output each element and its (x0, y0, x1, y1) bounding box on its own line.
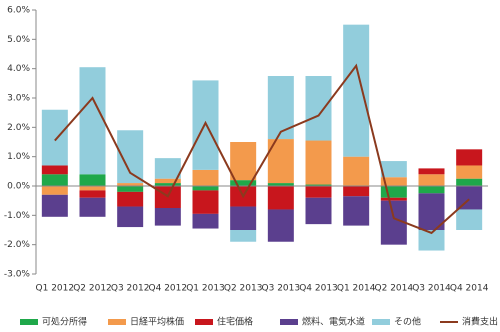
bar-segment (267, 186, 294, 210)
bar-segment (192, 186, 219, 191)
x-tick-label: Q3 2013 (262, 284, 301, 294)
bar-segment (267, 209, 294, 242)
bar-segment (117, 183, 144, 186)
bar-segment (230, 206, 257, 230)
bar-segment (154, 183, 181, 186)
y-tick-label: 5.0% (7, 35, 30, 45)
y-tick-label: -2.0% (4, 240, 31, 250)
bar-segment (305, 197, 332, 225)
legend-swatch (195, 319, 213, 325)
bar-segment (418, 168, 445, 175)
x-tick-label: Q2 2014 (375, 284, 414, 294)
x-tick-label: Q1 2014 (337, 284, 376, 294)
bar-segment (418, 186, 445, 194)
bar-segment (154, 158, 181, 179)
bar-segment (79, 67, 106, 175)
bar-segment (192, 190, 219, 214)
y-tick-label: 4.0% (7, 64, 30, 74)
y-tick-label: 6.0% (7, 6, 30, 16)
y-tick-label: 1.0% (7, 152, 30, 162)
bar-segment (456, 186, 483, 210)
x-tick-label: Q4 2013 (299, 284, 338, 294)
bar-segment (192, 213, 219, 229)
legend-label: 燃料、電気水道 (302, 316, 365, 328)
x-tick-label: Q1 2013 (186, 284, 225, 294)
x-tick-label: Q3 2014 (412, 284, 451, 294)
bar-segment (230, 180, 257, 186)
legend-label: 消費支出 (462, 316, 498, 328)
x-tick-label: Q1 2012 (36, 284, 75, 294)
bar-segment (41, 174, 68, 186)
x-tick-label: Q2 2013 (224, 284, 263, 294)
legend-label: その他 (394, 316, 421, 328)
bar-segment (418, 174, 445, 186)
bar-segment (154, 178, 181, 184)
bar-segment (230, 230, 257, 242)
legend-label: 住宅価格 (217, 316, 253, 328)
bar-segment (418, 230, 445, 251)
bar-segment (380, 177, 407, 186)
bar-segment (456, 149, 483, 166)
bar-segment (117, 191, 144, 207)
bar-segment (456, 178, 483, 186)
bar-segment (192, 80, 219, 170)
bar-segment (79, 197, 106, 217)
line-series (54, 63, 470, 235)
bar-segment (380, 161, 407, 178)
bar-segment (380, 186, 407, 198)
bar-segment (41, 194, 68, 217)
bar-segment (117, 206, 144, 228)
bar-segment (267, 76, 294, 140)
bar-segment (456, 209, 483, 230)
bar-segment (343, 156, 370, 186)
legend-swatch (280, 319, 298, 325)
legend-swatch (372, 319, 390, 325)
x-tick-label: Q3 2012 (111, 284, 150, 294)
bar-segment (305, 186, 332, 198)
y-tick-label: -1.0% (4, 211, 31, 221)
bar-segment (79, 174, 106, 186)
bar-segment (79, 186, 106, 191)
x-tick-label: Q4 2012 (149, 284, 188, 294)
y-tick-label: 2.0% (7, 123, 30, 133)
bar-segment (79, 190, 106, 198)
legend-label: 日経平均株価 (130, 316, 184, 328)
bar-segment (343, 186, 370, 197)
y-tick-label: 0.0% (7, 182, 30, 192)
x-tick-label: Q4 2014 (450, 284, 489, 294)
legend-swatch (108, 319, 126, 325)
bar-segment (41, 109, 68, 166)
bar-segment (117, 186, 144, 192)
bar-segment (230, 142, 257, 181)
bar-segment (305, 184, 332, 186)
bar-segment (456, 165, 483, 179)
bar-segment (192, 169, 219, 186)
legend-swatch (20, 319, 38, 325)
legend-label: 可処分所得 (42, 316, 87, 328)
bar-segment (305, 140, 332, 185)
x-tick-label: Q2 2012 (73, 284, 112, 294)
bar-segment (343, 24, 370, 157)
bar-segment (380, 197, 407, 201)
bar-segment (267, 183, 294, 186)
bar-segment (343, 196, 370, 226)
bar-segment (154, 208, 181, 226)
y-tick-label: -3.0% (4, 270, 31, 280)
bar-segment (41, 165, 68, 175)
bar-segment (41, 186, 68, 195)
bar-segment (305, 76, 332, 141)
y-tick-label: 3.0% (7, 94, 30, 104)
